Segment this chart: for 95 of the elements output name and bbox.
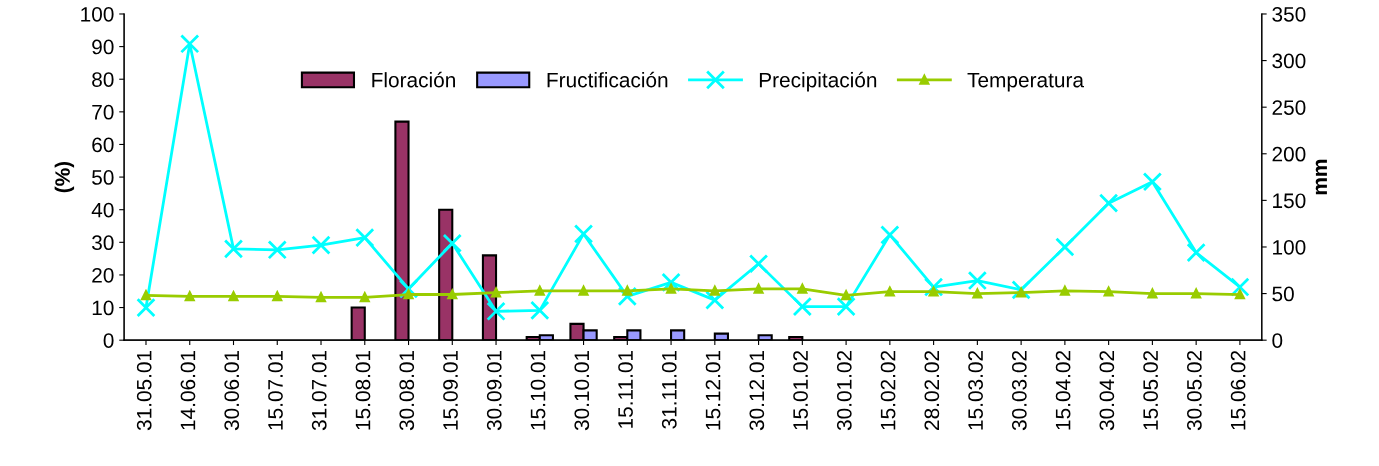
point bbox=[1060, 285, 1070, 296]
point bbox=[748, 254, 769, 274]
y-tick-label: 40 bbox=[91, 202, 114, 218]
x-tick-label: 15.10.01 bbox=[530, 350, 546, 430]
y2-tick-label: 0 bbox=[1272, 333, 1283, 348]
y2-tick-label: 350 bbox=[1272, 6, 1306, 22]
point bbox=[967, 270, 988, 291]
point bbox=[442, 233, 463, 253]
point bbox=[267, 240, 287, 260]
x-tick-label: 15.06.02 bbox=[1230, 350, 1246, 430]
point bbox=[223, 239, 244, 259]
x-tick-label: 14.06.01 bbox=[180, 350, 196, 430]
point bbox=[1191, 288, 1202, 299]
legend-label: Floración bbox=[372, 71, 455, 88]
y2-axis-title: mm bbox=[1315, 159, 1327, 195]
point bbox=[1230, 277, 1250, 297]
point bbox=[530, 300, 550, 321]
y-tick-label: 80 bbox=[92, 72, 114, 87]
x-tick-label: 15.08.01 bbox=[355, 350, 371, 430]
y2-tick-label: 150 bbox=[1273, 193, 1306, 209]
point bbox=[1235, 289, 1245, 300]
y-tick-label: 30 bbox=[92, 235, 114, 251]
y-tick-label: 70 bbox=[92, 104, 114, 120]
x-tick-label: 30.05.02 bbox=[1186, 350, 1202, 431]
y-axis-title: (%) bbox=[54, 161, 75, 193]
y2-tick-label: 50 bbox=[1272, 286, 1294, 302]
point bbox=[1103, 286, 1114, 297]
point bbox=[928, 286, 939, 297]
point bbox=[272, 291, 283, 302]
y-tick-label: 0 bbox=[103, 333, 114, 348]
point bbox=[534, 285, 545, 296]
x-tick-label: 31.11.01 bbox=[661, 350, 677, 429]
x-tick-label: 28.02.02 bbox=[924, 350, 940, 430]
x-tick-label: 30.10.01 bbox=[574, 350, 590, 431]
y2-tick-label: 300 bbox=[1272, 53, 1306, 69]
point bbox=[884, 286, 895, 297]
x-tick-label: 15.07.01 bbox=[268, 350, 283, 430]
point bbox=[311, 235, 331, 255]
point bbox=[836, 296, 856, 317]
x-tick-label: 15.05.02 bbox=[1143, 350, 1158, 430]
x-tick-label: 30.09.01 bbox=[486, 350, 502, 431]
point bbox=[316, 292, 326, 303]
point bbox=[1186, 242, 1206, 263]
x-tick-label: 15.11.01 bbox=[618, 350, 633, 428]
point bbox=[1098, 193, 1119, 213]
legend-label: Temperatura bbox=[967, 72, 1084, 92]
point bbox=[141, 290, 151, 301]
point bbox=[447, 289, 458, 300]
y-tick-label: 20 bbox=[92, 267, 114, 283]
legend-label: Fructificación bbox=[547, 71, 668, 88]
point bbox=[578, 285, 589, 296]
x-tick-label: 31.07.01 bbox=[311, 350, 327, 431]
x-tick-label: 31.05.01 bbox=[136, 350, 152, 431]
y-tick-label: 60 bbox=[92, 137, 114, 153]
point bbox=[184, 291, 195, 302]
point bbox=[1147, 288, 1158, 299]
x-tick-label: 30.04.02 bbox=[1099, 350, 1115, 431]
y2-tick-label: 200 bbox=[1272, 146, 1306, 162]
point bbox=[840, 288, 852, 301]
point bbox=[792, 296, 813, 317]
point bbox=[180, 34, 200, 54]
x-tick-label: 30.03.02 bbox=[1011, 350, 1027, 431]
point bbox=[972, 288, 983, 299]
point bbox=[403, 289, 414, 300]
point bbox=[486, 301, 506, 322]
x-tick-label: 15.09.01 bbox=[443, 350, 458, 430]
point bbox=[880, 225, 900, 245]
point bbox=[573, 224, 594, 244]
point bbox=[709, 285, 720, 296]
x-tick-label: 15.12.01 bbox=[705, 350, 721, 430]
point bbox=[359, 292, 370, 303]
x-tick-label: 15.01.02 bbox=[793, 350, 808, 430]
y2-tick-label: 250 bbox=[1272, 100, 1306, 115]
x-tick-label: 15.02.02 bbox=[880, 350, 896, 430]
point bbox=[228, 291, 239, 302]
point bbox=[136, 297, 156, 318]
x-tick-label: 30.12.01 bbox=[749, 350, 765, 431]
y2-tick-label: 100 bbox=[1273, 239, 1306, 255]
point bbox=[622, 285, 633, 296]
y-tick-label: 90 bbox=[92, 39, 114, 55]
y-tick-label: 100 bbox=[81, 6, 114, 22]
legend-label: Precipitación bbox=[759, 71, 877, 92]
point bbox=[1011, 280, 1031, 300]
point bbox=[1016, 287, 1026, 298]
point bbox=[355, 227, 375, 248]
x-tick-label: 15.04.02 bbox=[1055, 350, 1071, 430]
point bbox=[1055, 237, 1075, 257]
point bbox=[491, 287, 501, 298]
y-tick-label: 50 bbox=[92, 170, 114, 185]
x-tick-label: 30.06.01 bbox=[224, 350, 240, 431]
x-tick-label: 15.03.02 bbox=[968, 350, 983, 430]
point bbox=[1142, 172, 1163, 192]
y-tick-label: 10 bbox=[92, 300, 114, 316]
x-tick-label: 30.01.02 bbox=[836, 350, 852, 431]
x-tick-label: 30.08.01 bbox=[399, 350, 415, 431]
